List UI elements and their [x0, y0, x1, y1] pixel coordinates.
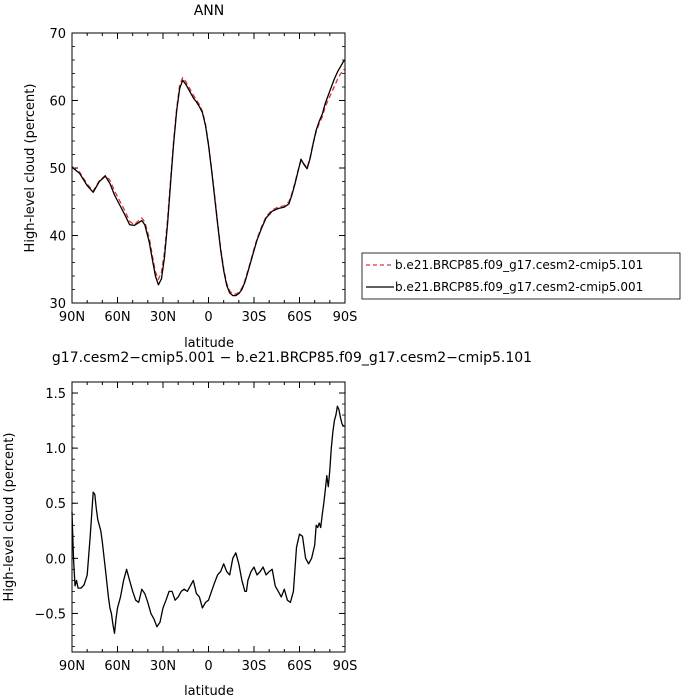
top-x-tick-label: 0: [204, 310, 212, 325]
bottom-y-tick-label: 1.5: [45, 387, 66, 402]
legend: b.e21.BRCP85.f09_g17.cesm2-cmip5.101 b.e…: [361, 252, 681, 300]
bottom-x-tick-label: 90N: [59, 659, 85, 674]
legend-label-2: b.e21.BRCP85.f09_g17.cesm2-cmip5.001: [395, 280, 643, 294]
top-x-tick-label: 30N: [150, 310, 176, 325]
top-series-line-2: [71, 59, 346, 297]
top-x-tick-label: 30S: [242, 310, 267, 325]
top-panel: ANN 90N 60N 30N 0 30S 60S 90S 30 40 50 60 70 latit…: [23, 3, 357, 351]
top-x-tick-label: 60N: [104, 310, 130, 325]
top-plot-frame: [71, 32, 346, 304]
top-x-tick-label: 60S: [287, 310, 312, 325]
bottom-x-axis-label: latitude: [184, 684, 234, 699]
bottom-x-tick-label: 60N: [104, 659, 130, 674]
bottom-y-tick-label: 0.5: [45, 497, 66, 512]
bottom-plot-frame: [71, 381, 346, 653]
top-y-axis-label: High-level cloud (percent): [23, 84, 38, 253]
bottom-x-tick-label: 30S: [242, 659, 267, 674]
top-y-tick-label: 40: [49, 230, 66, 245]
top-x-tick-label: 90S: [333, 310, 358, 325]
legend-label-1: b.e21.BRCP85.f09_g17.cesm2-cmip5.101: [395, 258, 643, 272]
top-x-axis-label: latitude: [184, 336, 234, 351]
bottom-x-tick-label: 90S: [333, 659, 358, 674]
top-y-tick-label: 60: [49, 95, 66, 110]
bottom-chart-title: g17.cesm2−cmip5.001 − b.e21.BRCP85.f09_g…: [52, 350, 532, 366]
top-y-tick-label: 70: [49, 27, 66, 42]
bottom-y-tick-label: −0.5: [34, 607, 66, 622]
top-y-tick-label: 50: [49, 162, 66, 177]
bottom-y-tick-label: 1.0: [45, 442, 66, 457]
bottom-series-line-1: [71, 405, 345, 634]
bottom-x-tick-label: 60S: [287, 659, 312, 674]
top-x-tick-label: 90N: [59, 310, 85, 325]
bottom-y-tick-label: 0.0: [45, 552, 66, 567]
top-series-line-1: [71, 68, 345, 295]
bottom-panel: g17.cesm2−cmip5.001 − b.e21.BRCP85.f09_g…: [2, 350, 532, 699]
bottom-y-axis-label: High-level cloud (percent): [2, 433, 17, 602]
top-y-tick-label: 30: [49, 297, 66, 312]
legend-box: [361, 252, 681, 300]
top-chart-title: ANN: [194, 3, 225, 19]
bottom-x-tick-label: 30N: [150, 659, 176, 674]
bottom-x-tick-label: 0: [204, 659, 212, 674]
